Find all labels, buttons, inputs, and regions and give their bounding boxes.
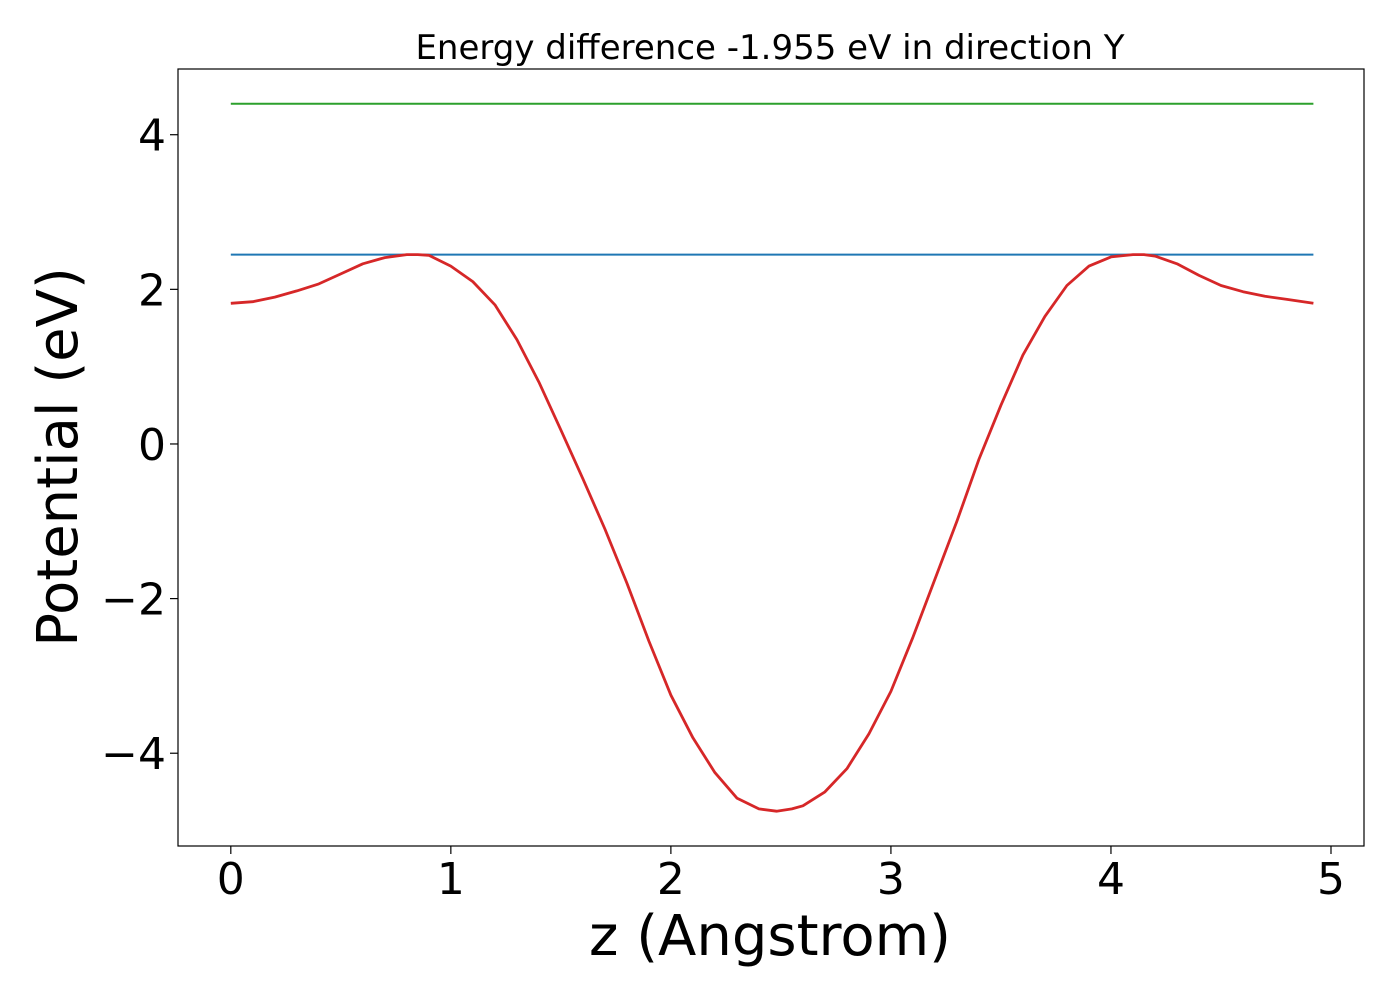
x-tick-label: 5 — [1317, 854, 1345, 905]
x-axis: 0 1 2 3 4 5 — [217, 846, 1345, 905]
y-tick-label: 4 — [138, 111, 166, 162]
y-tick-label: 0 — [138, 420, 166, 471]
x-axis-label: z (Angstrom) — [589, 904, 951, 969]
y-tick-label: −2 — [101, 575, 166, 626]
x-tick-label: 1 — [437, 854, 465, 905]
y-tick-label: 2 — [138, 265, 166, 316]
chart-title: Energy difference -1.955 eV in direction… — [415, 28, 1124, 68]
y-tick-label: −4 — [101, 729, 166, 780]
x-tick-label: 3 — [877, 854, 905, 905]
x-tick-label: 4 — [1097, 854, 1125, 905]
y-axis: −4 −2 0 2 4 — [101, 111, 178, 780]
plot-frame — [177, 68, 1365, 847]
series-line-2 — [230, 253, 1314, 813]
plot-area — [177, 68, 1365, 847]
x-tick-label: 2 — [657, 854, 685, 905]
x-tick-label: 0 — [217, 854, 245, 905]
series-layer — [230, 102, 1314, 813]
y-axis-label: Potential (eV) — [26, 267, 91, 647]
